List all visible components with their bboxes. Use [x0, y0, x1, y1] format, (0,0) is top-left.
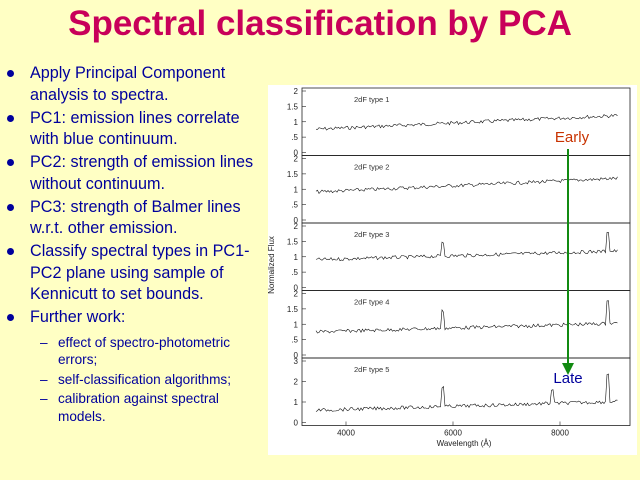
y-tick-label: 0 [294, 284, 299, 293]
y-tick-label: 2 [294, 378, 299, 387]
y-tick-label: 2 [294, 155, 299, 164]
x-tick-label: 8000 [551, 429, 569, 438]
bullet-dot-icon [7, 203, 14, 211]
y-tick-label: 3 [294, 357, 299, 366]
y-tick-label: 2 [294, 87, 299, 96]
y-tick-label: 0 [294, 419, 299, 428]
bullet-item: Further work: – effect of spectro-photome… [6, 307, 268, 425]
sequence-arrow-head-icon [562, 363, 574, 375]
spectrum-curve [315, 114, 618, 131]
spectra-figure: Normalized Flux Wavelength (Å) 2 1.5 1.5 0 2… [267, 85, 637, 455]
bullet-list: Apply Principal Component analysis to sp… [6, 63, 268, 427]
spectra-plot: Normalized Flux Wavelength (Å) 21.51.502… [267, 87, 631, 448]
sub-bullet-item: – effect of spectro-photometric errors; [40, 334, 231, 368]
sub-bullet-text: effect of spectro-photometric errors; [58, 334, 231, 368]
y-tick-label: 1.5 [287, 170, 299, 179]
bullet-dot-icon [7, 70, 14, 77]
spectrum-panel-label: 2dF type 3 [354, 230, 389, 239]
sub-bullet-text: calibration against spectral models. [58, 391, 219, 424]
bullet-item: PC1: emission lines correlate with blue … [6, 108, 268, 151]
bullet-dot-icon [7, 114, 14, 122]
y-tick-label: 2 [294, 290, 299, 299]
y-axis-label: Normalized Flux [268, 236, 276, 294]
y-tick-label: 1.5 [287, 305, 299, 314]
bullet-dot-icon [7, 248, 14, 256]
spectrum-panel-frame [301, 357, 631, 426]
sub-bullet-item: – calibration against spectral models. [40, 391, 219, 424]
bullet-item: Classify spectral types in PC1-PC2 plane… [6, 241, 268, 306]
x-tick-label: 4000 [337, 429, 355, 438]
spectrum-panel-label: 2dF type 1 [354, 95, 389, 104]
y-tick-label: 1 [294, 253, 299, 262]
y-tick-label: 0 [294, 216, 299, 225]
y-tick-label: 1 [294, 320, 299, 329]
bullet-dot-icon [7, 314, 14, 322]
late-label: Late [553, 370, 582, 387]
bullet-dot-icon [7, 159, 14, 167]
x-axis-label: Wavelength (Å) [437, 439, 492, 448]
y-tick-label: .5 [291, 336, 298, 345]
bullet-text: Apply Principal Component analysis to sp… [30, 64, 226, 104]
y-tick-label: 1.5 [287, 102, 299, 111]
sub-bullet-item: – self-classification algorithms; [40, 371, 232, 387]
y-tick-label: 1 [294, 185, 299, 194]
y-tick-label: 0 [294, 149, 299, 158]
y-tick-label: 1 [294, 118, 299, 127]
bullet-item: PC3: strength of Balmer lines w.r.t. oth… [6, 197, 268, 240]
y-tick-label: 2 [294, 222, 299, 231]
spectrum-curve [315, 373, 618, 412]
spectrum-curve [315, 176, 618, 195]
bullet-text: PC1: emission lines correlate with blue … [30, 108, 240, 149]
y-tick-label: 1 [294, 398, 299, 407]
y-tick-label: 0 [294, 351, 299, 360]
y-tick-label: .5 [291, 201, 298, 210]
bullet-item: PC2: strength of emission lines without … [6, 152, 268, 195]
x-tick-label: 6000 [444, 429, 462, 438]
slide-title: Spectral classification by PCA [68, 4, 572, 43]
spectrum-panel-frame [301, 155, 631, 224]
bullet-text: Classify spectral types in PC1-PC2 plane… [30, 242, 250, 304]
spectrum-panel-label: 2dF type 4 [354, 298, 389, 307]
sub-bullet-list: – effect of spectro-photometric errors; –… [30, 334, 268, 426]
bullet-item: Apply Principal Component analysis to sp… [6, 63, 268, 106]
sub-bullet-text: self-classification algorithms; [58, 371, 232, 387]
spectrum-panel-label: 2dF type 2 [354, 163, 389, 172]
y-tick-label: 1.5 [287, 237, 299, 246]
bullet-text: PC2: strength of emission lines without … [30, 153, 254, 193]
bullet-text: PC3: strength of Balmer lines w.r.t. oth… [30, 197, 241, 238]
bullet-text: Further work: [30, 308, 126, 327]
y-tick-label: .5 [291, 133, 298, 142]
spectrum-panel-label: 2dF type 5 [354, 365, 389, 374]
y-tick-label: .5 [291, 268, 298, 277]
early-label: Early [555, 129, 590, 146]
